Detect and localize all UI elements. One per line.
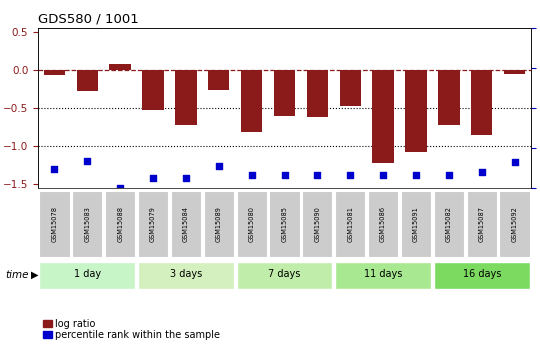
FancyBboxPatch shape xyxy=(171,191,201,257)
Text: GSM15087: GSM15087 xyxy=(478,206,485,242)
Text: GSM15080: GSM15080 xyxy=(248,206,255,242)
Text: GSM15081: GSM15081 xyxy=(347,206,353,242)
Point xyxy=(411,172,420,178)
Text: 3 days: 3 days xyxy=(170,269,202,279)
Text: GSM15089: GSM15089 xyxy=(216,206,222,242)
Text: GSM15079: GSM15079 xyxy=(150,206,156,242)
Bar xyxy=(274,70,295,116)
Text: ▶: ▶ xyxy=(31,270,39,280)
Point xyxy=(444,172,453,178)
Point xyxy=(148,176,157,181)
Bar xyxy=(208,70,230,90)
FancyBboxPatch shape xyxy=(237,191,267,257)
Bar xyxy=(77,70,98,91)
Text: GSM15086: GSM15086 xyxy=(380,206,386,242)
FancyBboxPatch shape xyxy=(237,262,333,288)
FancyBboxPatch shape xyxy=(269,191,300,257)
Bar xyxy=(241,70,262,132)
Point xyxy=(510,160,519,165)
Text: 11 days: 11 days xyxy=(364,269,402,279)
Bar xyxy=(307,70,328,117)
Bar xyxy=(143,70,164,110)
Bar xyxy=(373,70,394,163)
FancyBboxPatch shape xyxy=(434,191,464,257)
Point xyxy=(247,172,256,178)
Text: 16 days: 16 days xyxy=(463,269,501,279)
Text: GSM15090: GSM15090 xyxy=(314,206,320,242)
Text: GDS580 / 1001: GDS580 / 1001 xyxy=(38,12,139,26)
Bar xyxy=(110,64,131,70)
Point xyxy=(346,172,355,178)
Text: GSM15088: GSM15088 xyxy=(117,206,123,242)
Point xyxy=(50,166,59,171)
FancyBboxPatch shape xyxy=(72,191,103,257)
Bar xyxy=(340,70,361,107)
Point xyxy=(181,176,190,181)
Text: GSM15084: GSM15084 xyxy=(183,206,189,242)
FancyBboxPatch shape xyxy=(39,262,136,288)
Point xyxy=(214,163,223,168)
Bar xyxy=(406,70,427,152)
Point xyxy=(83,158,92,164)
FancyBboxPatch shape xyxy=(39,191,70,257)
Bar xyxy=(471,70,492,135)
FancyBboxPatch shape xyxy=(500,191,530,257)
Text: GSM15083: GSM15083 xyxy=(84,206,90,242)
Text: 1 day: 1 day xyxy=(74,269,101,279)
Point xyxy=(116,185,125,191)
FancyBboxPatch shape xyxy=(138,191,168,257)
Bar xyxy=(44,70,65,75)
Point xyxy=(477,169,486,175)
FancyBboxPatch shape xyxy=(302,191,333,257)
Point xyxy=(379,172,387,178)
Point xyxy=(280,172,289,178)
Text: time: time xyxy=(5,270,29,280)
FancyBboxPatch shape xyxy=(434,262,530,288)
FancyBboxPatch shape xyxy=(335,191,366,257)
FancyBboxPatch shape xyxy=(204,191,234,257)
Text: GSM15091: GSM15091 xyxy=(413,206,419,242)
Text: GSM15092: GSM15092 xyxy=(511,206,517,242)
Text: GSM15078: GSM15078 xyxy=(51,206,57,242)
Bar xyxy=(438,70,460,125)
FancyBboxPatch shape xyxy=(335,262,431,288)
Legend: log ratio, percentile rank within the sample: log ratio, percentile rank within the sa… xyxy=(43,319,220,340)
Point xyxy=(313,172,322,178)
Text: GSM15082: GSM15082 xyxy=(446,206,452,242)
Bar xyxy=(175,70,197,125)
FancyBboxPatch shape xyxy=(138,262,234,288)
Text: 7 days: 7 days xyxy=(268,269,301,279)
FancyBboxPatch shape xyxy=(368,191,398,257)
FancyBboxPatch shape xyxy=(401,191,431,257)
FancyBboxPatch shape xyxy=(467,191,497,257)
FancyBboxPatch shape xyxy=(105,191,136,257)
Text: GSM15085: GSM15085 xyxy=(281,206,287,242)
Bar xyxy=(504,70,525,74)
